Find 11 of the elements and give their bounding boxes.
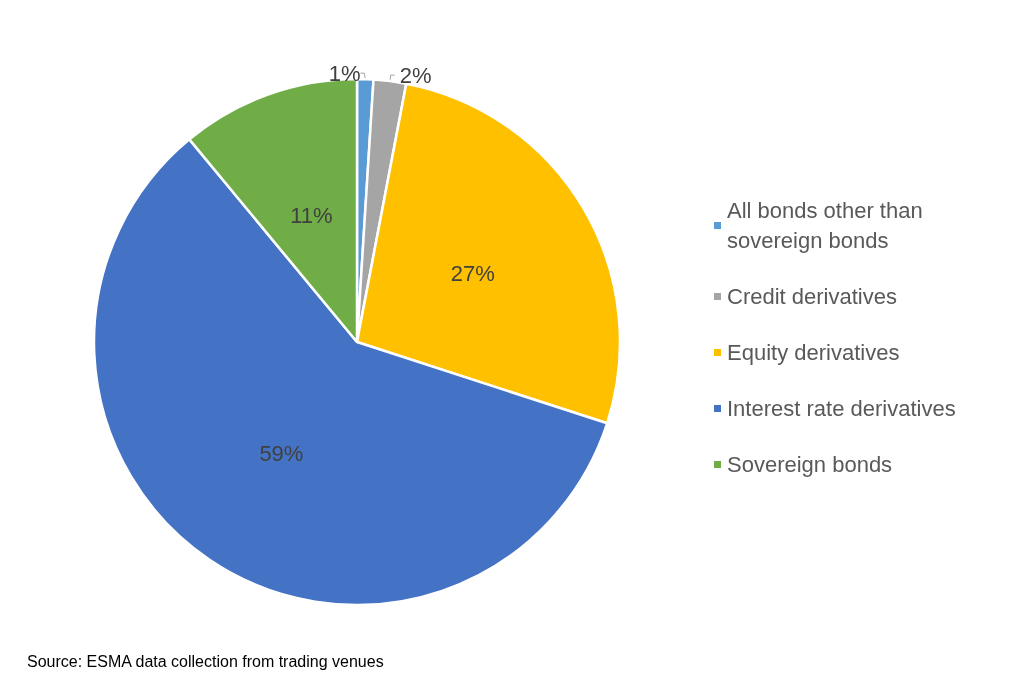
data-label: 1% [328, 60, 361, 86]
data-label: 27% [450, 261, 495, 287]
legend-label: Credit derivatives [727, 284, 897, 309]
legend-label: Equity derivatives [727, 340, 900, 365]
data-label: 59% [259, 440, 304, 466]
legend-label: Interest rate derivatives [727, 396, 956, 421]
legend-label: All bonds other than sovereign bonds [727, 198, 929, 253]
data-label: 11% [290, 202, 333, 228]
legend-label: Sovereign bonds [727, 452, 893, 477]
data-label: 2% [399, 62, 432, 88]
source-note: Source: ESMA data collection from trading venues [27, 652, 384, 670]
